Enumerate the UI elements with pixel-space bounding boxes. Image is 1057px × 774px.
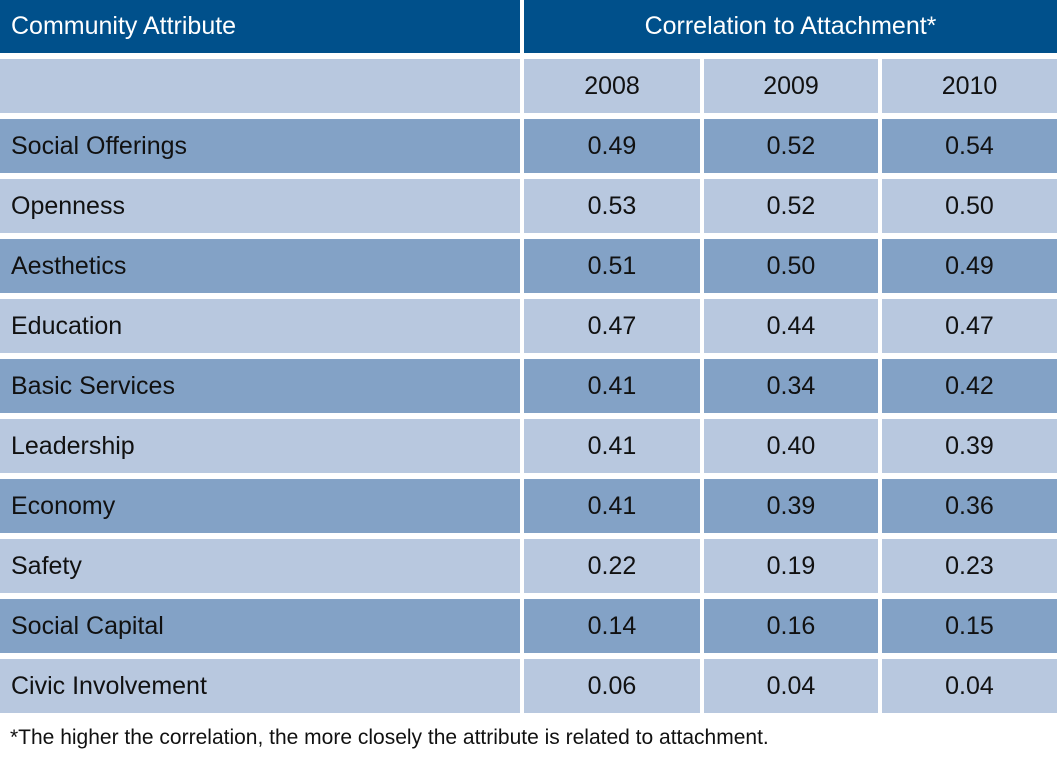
- value-cell: 0.04: [704, 659, 878, 713]
- row-label: Education: [0, 299, 520, 353]
- header-community-attribute: Community Attribute: [0, 0, 520, 53]
- value-cell: 0.06: [524, 659, 700, 713]
- value-cell: 0.51: [524, 239, 700, 293]
- year-header-2009: 2009: [704, 59, 878, 113]
- value-cell: 0.52: [704, 179, 878, 233]
- value-cell: 0.42: [882, 359, 1057, 413]
- value-cell: 0.39: [882, 419, 1057, 473]
- value-cell: 0.19: [704, 539, 878, 593]
- value-cell: 0.49: [882, 239, 1057, 293]
- header-correlation: Correlation to Attachment*: [524, 0, 1057, 53]
- value-cell: 0.04: [882, 659, 1057, 713]
- value-cell: 0.40: [704, 419, 878, 473]
- value-cell: 0.41: [524, 359, 700, 413]
- row-label: Leadership: [0, 419, 520, 473]
- year-header-2008: 2008: [524, 59, 700, 113]
- value-cell: 0.41: [524, 479, 700, 533]
- row-label: Civic Involvement: [0, 659, 520, 713]
- value-cell: 0.16: [704, 599, 878, 653]
- value-cell: 0.54: [882, 119, 1057, 173]
- row-label: Safety: [0, 539, 520, 593]
- row-label: Social Offerings: [0, 119, 520, 173]
- value-cell: 0.22: [524, 539, 700, 593]
- row-label: Economy: [0, 479, 520, 533]
- row-label: Basic Services: [0, 359, 520, 413]
- value-cell: 0.44: [704, 299, 878, 353]
- value-cell: 0.53: [524, 179, 700, 233]
- value-cell: 0.41: [524, 419, 700, 473]
- year-header-2010: 2010: [882, 59, 1057, 113]
- value-cell: 0.23: [882, 539, 1057, 593]
- row-label: Social Capital: [0, 599, 520, 653]
- value-cell: 0.39: [704, 479, 878, 533]
- value-cell: 0.52: [704, 119, 878, 173]
- value-cell: 0.47: [882, 299, 1057, 353]
- value-cell: 0.15: [882, 599, 1057, 653]
- value-cell: 0.47: [524, 299, 700, 353]
- value-cell: 0.50: [704, 239, 878, 293]
- row-label: Aesthetics: [0, 239, 520, 293]
- value-cell: 0.34: [704, 359, 878, 413]
- value-cell: 0.36: [882, 479, 1057, 533]
- table-grid: Community Attribute Correlation to Attac…: [0, 0, 1057, 713]
- row-label: Openness: [0, 179, 520, 233]
- value-cell: 0.50: [882, 179, 1057, 233]
- year-header-blank: [0, 59, 520, 113]
- value-cell: 0.14: [524, 599, 700, 653]
- footnote: *The higher the correlation, the more cl…: [10, 726, 769, 749]
- value-cell: 0.49: [524, 119, 700, 173]
